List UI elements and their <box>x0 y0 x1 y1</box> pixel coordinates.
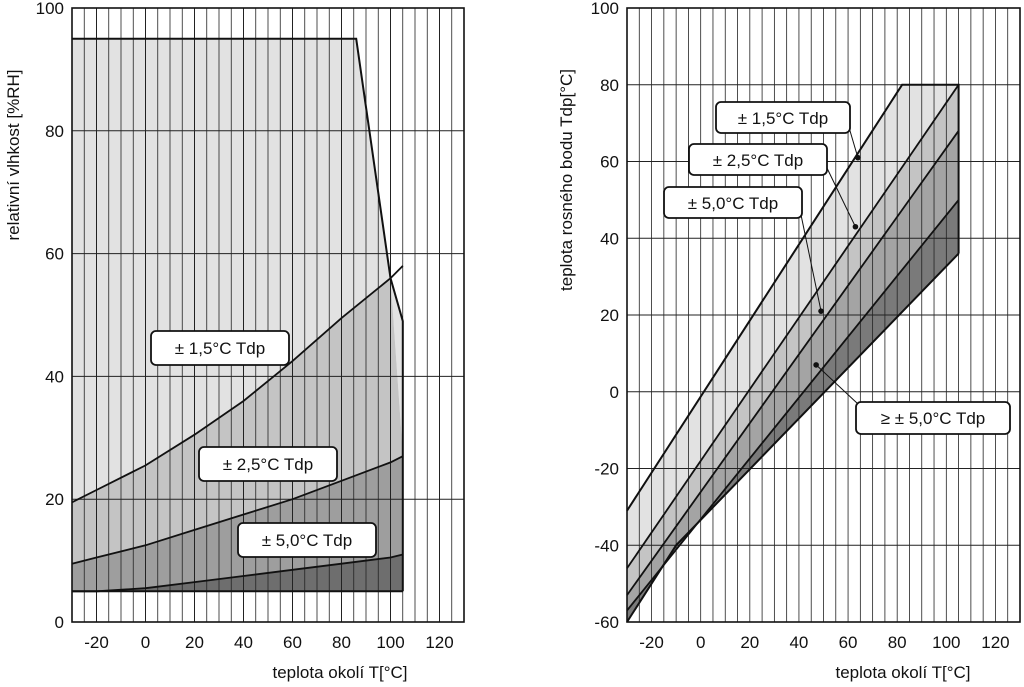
lower-limit-line <box>626 252 960 623</box>
leader-line <box>815 364 859 405</box>
label-box <box>715 101 851 134</box>
line-1-5 <box>71 265 404 504</box>
line-5-0 <box>72 553 404 593</box>
x-tick-label: 60 <box>839 633 858 652</box>
x-tick-label: -20 <box>84 633 109 652</box>
y-tick-label: 100 <box>591 0 619 18</box>
label-box <box>688 143 828 176</box>
leader-line <box>825 165 856 227</box>
right-x-axis-label: teplota okolí T[°C] <box>836 663 971 682</box>
line-5-0 <box>626 130 960 596</box>
label-text: ± 5,0°C Tdp <box>262 531 352 550</box>
y-tick-label: 0 <box>55 613 64 632</box>
x-tick-label: 40 <box>789 633 808 652</box>
x-tick-label: 120 <box>981 633 1009 652</box>
region-1-5-fill <box>72 38 403 503</box>
label-box <box>237 522 377 558</box>
left-y-axis-label: relativní vlhkost [%RH] <box>4 70 23 241</box>
y-tick-label: 40 <box>600 229 619 248</box>
label-box <box>663 186 803 219</box>
region-2-5-fill <box>627 84 959 596</box>
right-y-axis-label: teplota rosného bodu Tdp[°C] <box>557 69 576 291</box>
leader-dot <box>813 362 819 368</box>
y-tick-label: -20 <box>594 460 619 479</box>
leader-dot <box>818 308 824 314</box>
x-tick-label: 100 <box>376 633 404 652</box>
region-2-5-fill <box>72 278 403 564</box>
y-tick-label: 0 <box>610 383 619 402</box>
x-tick-label: 80 <box>332 633 351 652</box>
y-tick-label: 100 <box>36 0 64 18</box>
y-tick-label: 80 <box>600 76 619 95</box>
line-2-5 <box>71 455 404 565</box>
y-tick-label: 40 <box>45 367 64 386</box>
region-5-0-fill <box>627 130 959 611</box>
leader-dot <box>855 154 861 161</box>
x-tick-label: 20 <box>740 633 759 652</box>
line-2-5 <box>626 84 960 569</box>
left-x-axis-label: teplota okolí T[°C] <box>273 663 408 682</box>
region-low-fill <box>72 554 403 592</box>
label-text: ± 5,0°C Tdp <box>688 194 778 213</box>
label-text: ± 2,5°C Tdp <box>713 151 803 170</box>
y-tick-label: 20 <box>45 490 64 509</box>
right-frame <box>626 7 1021 623</box>
label-box <box>150 330 290 366</box>
right-chart-dewpoint: -20 0 20 40 60 80 100 120-60-40-20020406080100 … <box>557 0 1021 682</box>
left-chart-rh: -20 0 20 40 60 80 100 120 0 20 40 60 80 100 teplota o… <box>4 0 465 682</box>
x-tick-label: 80 <box>888 633 907 652</box>
label-box <box>198 446 338 482</box>
label-text: ± 1,5°C Tdp <box>175 339 265 358</box>
leader-line <box>799 209 822 312</box>
label-text: ± 2,5°C Tdp <box>223 455 313 474</box>
x-tick-label: -20 <box>639 633 664 652</box>
left-frame <box>71 7 465 623</box>
leader-dot <box>852 223 859 230</box>
label-text: ≥ ± 5,0°C Tdp <box>881 409 986 428</box>
label-text: ± 1,5°C Tdp <box>738 109 828 128</box>
y-tick-label: 80 <box>45 122 64 141</box>
x-tick-label: 60 <box>283 633 302 652</box>
upper-limit-line <box>626 83 960 512</box>
x-tick-label: 40 <box>234 633 253 652</box>
y-tick-label: 60 <box>600 153 619 172</box>
y-tick-label: -60 <box>594 613 619 632</box>
x-tick-label: 0 <box>141 633 150 652</box>
y-tick-label: 60 <box>45 245 64 264</box>
y-tick-label: -40 <box>594 536 619 555</box>
y-tick-label: 20 <box>600 306 619 325</box>
x-tick-label: 20 <box>185 633 204 652</box>
x-tick-label: 100 <box>932 633 960 652</box>
x-tick-label: 120 <box>425 633 453 652</box>
label-box <box>855 401 1011 435</box>
region-ge-5-0-fill <box>627 199 959 622</box>
x-tick-label: 0 <box>696 633 705 652</box>
line-ge-5-0 <box>626 199 960 612</box>
